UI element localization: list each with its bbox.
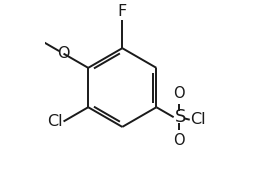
Text: S: S xyxy=(174,108,186,126)
Text: O: O xyxy=(57,46,70,61)
Text: O: O xyxy=(173,133,185,148)
Text: F: F xyxy=(118,4,127,19)
Text: Cl: Cl xyxy=(47,114,63,129)
Text: O: O xyxy=(173,86,185,101)
Text: Cl: Cl xyxy=(190,112,206,127)
